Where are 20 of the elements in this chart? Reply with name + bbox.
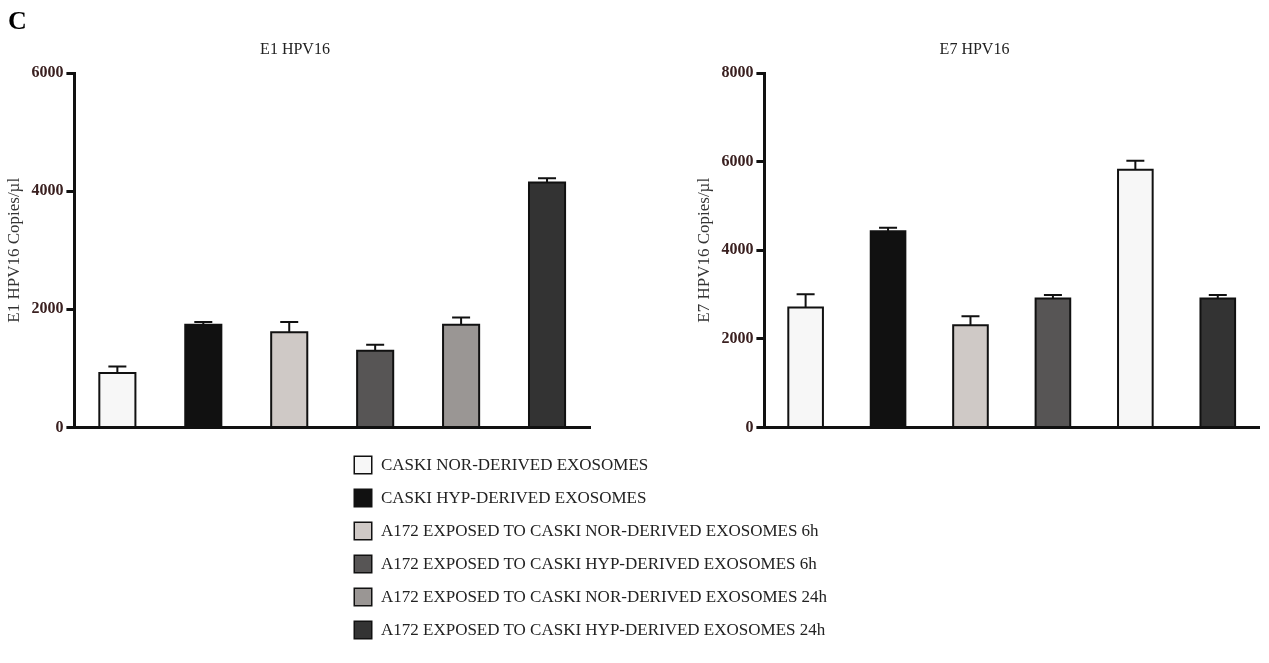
y-tick-label: 4000 xyxy=(31,181,64,199)
legend-label: A172 EXPOSED TO CASKI HYP-DERIVED EXOSOMES 24h xyxy=(381,619,826,640)
y-tick-label: 0 xyxy=(745,417,754,435)
legend-label: CASKI HYP-DERIVED EXOSOMES xyxy=(381,487,647,508)
y-tick-label: 8000 xyxy=(721,63,754,81)
y-tick-label: 2000 xyxy=(31,299,64,317)
y-tick-label: 6000 xyxy=(31,63,64,81)
chart-title: E7 HPV16 xyxy=(939,39,1010,57)
legend-label: A172 EXPOSED TO CASKI NOR-DERIVED EXOSOMES 6h xyxy=(381,520,819,541)
y-tick-label: 6000 xyxy=(721,151,754,169)
chart-title: E1 HPV16 xyxy=(260,39,330,57)
legend-label: A172 EXPOSED TO CASKI HYP-DERIVED EXOSOMES 6h xyxy=(381,553,817,574)
y-tick-label: 0 xyxy=(55,417,64,435)
legend-label: CASKI NOR-DERIVED EXOSOMES xyxy=(381,454,649,475)
y-tick-label: 4000 xyxy=(721,240,754,258)
y-tick-label: 2000 xyxy=(721,328,754,346)
text: C xyxy=(8,6,27,36)
y-axis-title: E1 HPV16 Copies/µl xyxy=(3,177,23,323)
legend-label: A172 EXPOSED TO CASKI NOR-DERIVED EXOSOMES 24h xyxy=(381,586,828,607)
y-axis-title: E7 HPV16 Copies/µl xyxy=(693,177,713,323)
